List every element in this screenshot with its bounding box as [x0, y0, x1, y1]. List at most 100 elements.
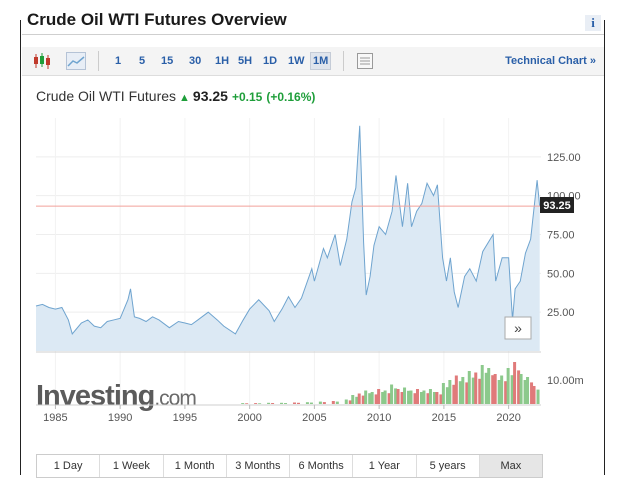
volume-bar: [292, 402, 296, 404]
info-icon[interactable]: i: [585, 15, 601, 31]
volume-bar: [296, 402, 300, 404]
volume-bar: [400, 392, 404, 404]
volume-bar: [491, 375, 495, 404]
volume-bar: [445, 387, 449, 404]
y-tick-label: 125.00: [547, 152, 581, 164]
volume-bar: [407, 390, 411, 404]
price-change-percent: (+0.16%): [266, 90, 316, 104]
chart-toolbar: 1 5 15 30 1H 5H 1D 1W 1M Technical Chart…: [22, 47, 604, 76]
candlestick-icon[interactable]: [32, 52, 52, 70]
timeframe-5[interactable]: 5: [139, 55, 146, 67]
x-tick-label: 2020: [496, 412, 520, 424]
volume-bar: [432, 392, 436, 404]
volume-bar: [357, 393, 361, 404]
x-tick-label: 1985: [43, 412, 67, 424]
volume-bar: [519, 374, 523, 404]
x-tick-label: 2015: [432, 412, 456, 424]
volume-bar: [355, 396, 359, 404]
volume-bar: [370, 392, 374, 404]
y-tick-label: 50.00: [547, 268, 575, 280]
frame-left-border: [20, 20, 21, 475]
volume-bar: [454, 375, 458, 404]
x-tick-label: 1990: [108, 412, 132, 424]
range-3-months[interactable]: 3 Months: [227, 455, 290, 477]
title-divider: [22, 34, 604, 35]
volume-bar: [435, 392, 439, 404]
volume-bar: [465, 382, 469, 404]
volume-bars: [241, 362, 540, 404]
timeframe-1w[interactable]: 1W: [288, 55, 305, 67]
timeframe-1m[interactable]: 1M: [310, 52, 332, 70]
volume-bar: [351, 395, 355, 404]
volume-bar: [422, 390, 426, 404]
timeframe-5h[interactable]: 5H: [238, 55, 253, 67]
timeframe-1h[interactable]: 1H: [215, 55, 230, 67]
volume-bar: [390, 384, 394, 404]
range-max[interactable]: Max: [479, 455, 542, 477]
timeframe-30[interactable]: 30: [189, 55, 202, 67]
volume-bar: [478, 378, 482, 404]
timeframe-1d[interactable]: 1D: [263, 55, 278, 67]
x-tick-label: 1995: [173, 412, 197, 424]
range-6-months[interactable]: 6 Months: [290, 455, 354, 477]
scroll-right-button[interactable]: »: [504, 316, 532, 340]
volume-bar: [344, 399, 348, 404]
last-price-badge-label: 93.25: [543, 200, 571, 212]
volume-bar: [331, 401, 335, 404]
volume-bar: [439, 394, 443, 404]
table-icon[interactable]: [356, 52, 374, 70]
volume-bar: [318, 401, 322, 404]
timeframe-15[interactable]: 15: [161, 55, 174, 67]
volume-bar: [517, 370, 521, 404]
volume-bar: [504, 381, 508, 404]
up-arrow-icon: ▲: [179, 92, 190, 104]
volume-bar: [280, 402, 284, 404]
volume-bar: [335, 401, 339, 404]
x-tick-label: 2010: [367, 412, 391, 424]
volume-bar: [530, 382, 534, 404]
price-line: [35, 125, 541, 335]
volume-bar: [536, 389, 540, 404]
volume-bar: [497, 380, 501, 404]
toolbar-separator: [343, 51, 344, 71]
range-selector: 1 Day 1 Week 1 Month 3 Months 6 Months 1…: [36, 454, 543, 478]
technical-chart-link[interactable]: Technical Chart »: [505, 55, 596, 67]
volume-bar: [271, 403, 275, 404]
volume-bar: [245, 403, 249, 404]
volume-bar: [419, 392, 423, 404]
volume-bar: [448, 380, 452, 404]
volume-bar: [487, 368, 491, 404]
volume-bar: [426, 393, 430, 404]
volume-bar: [532, 386, 536, 404]
range-1-week[interactable]: 1 Week: [100, 455, 164, 477]
volume-bar: [467, 371, 471, 404]
volume-bar: [374, 394, 378, 404]
range-1-month[interactable]: 1 Month: [164, 455, 227, 477]
range-1-year[interactable]: 1 Year: [353, 455, 417, 477]
volume-bar: [368, 393, 372, 404]
volume-bar: [322, 402, 326, 404]
widget-title: Crude Oil WTI Futures Overview: [27, 10, 287, 29]
volume-bar: [500, 375, 504, 404]
volume-bar: [305, 402, 309, 404]
volume-bar: [258, 403, 262, 404]
volume-bar: [267, 402, 271, 404]
y-tick-label: 25.00: [547, 307, 575, 319]
x-tick-label: 2000: [237, 412, 261, 424]
area-chart-icon[interactable]: [66, 52, 86, 70]
volume-bar: [254, 403, 258, 404]
volume-bar: [381, 392, 385, 404]
range-5-years[interactable]: 5 years: [417, 455, 480, 477]
chart-grid: [36, 118, 541, 405]
volume-bar: [394, 388, 398, 404]
volume-bar: [428, 389, 432, 404]
volume-bar: [461, 377, 465, 404]
volume-bar: [415, 389, 419, 404]
timeframe-1[interactable]: 1: [115, 55, 122, 67]
volume-bar: [441, 383, 445, 404]
volume-bar: [474, 372, 478, 404]
x-tick-label: 2005: [302, 412, 326, 424]
volume-tick-label: 10.00m: [547, 375, 584, 387]
range-1-day[interactable]: 1 Day: [37, 455, 101, 477]
